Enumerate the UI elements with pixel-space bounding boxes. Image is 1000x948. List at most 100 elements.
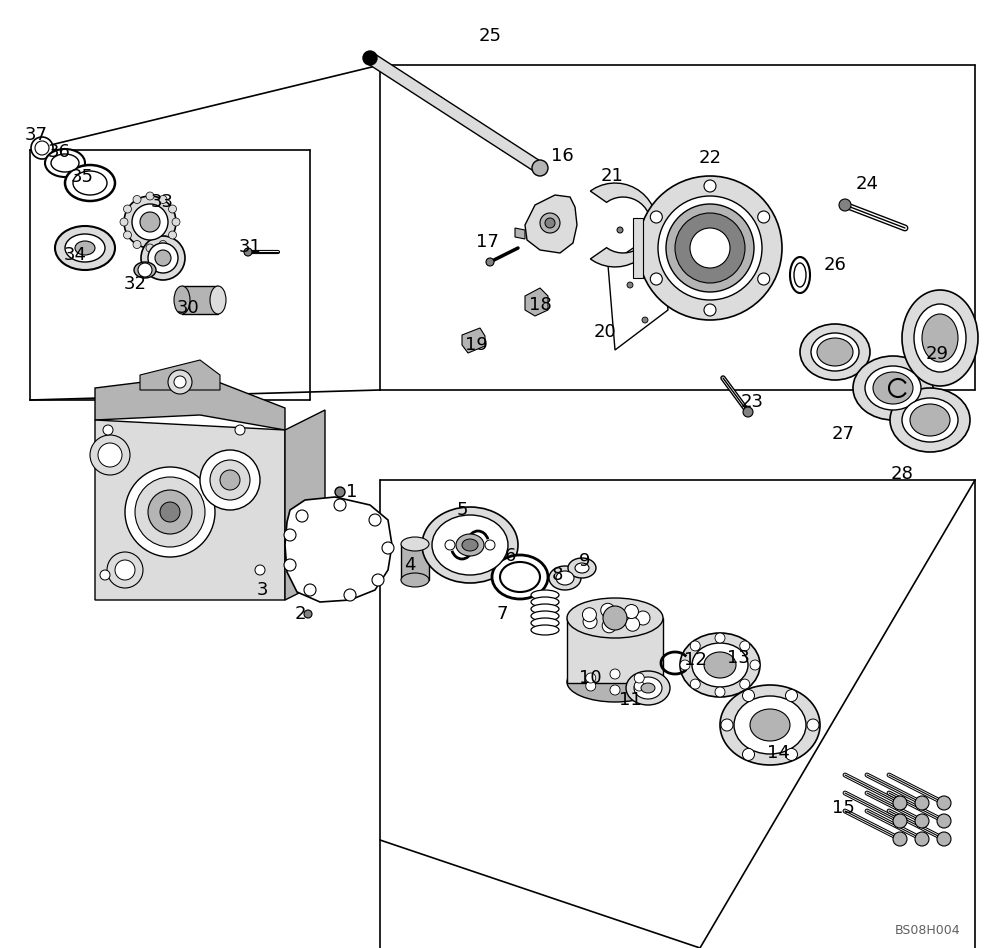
Text: 4: 4 bbox=[404, 556, 416, 574]
Circle shape bbox=[704, 180, 716, 192]
Text: 12: 12 bbox=[684, 651, 706, 669]
Circle shape bbox=[807, 719, 819, 731]
Circle shape bbox=[937, 796, 951, 810]
Ellipse shape bbox=[811, 333, 859, 371]
Circle shape bbox=[937, 814, 951, 828]
Text: 18: 18 bbox=[529, 296, 551, 314]
Circle shape bbox=[115, 560, 135, 580]
Ellipse shape bbox=[692, 643, 748, 687]
Text: 30: 30 bbox=[177, 299, 199, 317]
Circle shape bbox=[634, 681, 644, 691]
Circle shape bbox=[715, 633, 725, 643]
Ellipse shape bbox=[45, 149, 85, 177]
Circle shape bbox=[210, 460, 250, 500]
Circle shape bbox=[893, 814, 907, 828]
Text: 16: 16 bbox=[551, 147, 573, 165]
Text: 33: 33 bbox=[150, 193, 174, 211]
Text: 13: 13 bbox=[727, 649, 749, 667]
Circle shape bbox=[148, 490, 192, 534]
Ellipse shape bbox=[902, 290, 978, 386]
Text: 6: 6 bbox=[504, 547, 516, 565]
Circle shape bbox=[159, 241, 167, 248]
Circle shape bbox=[146, 192, 154, 200]
Text: 25: 25 bbox=[479, 27, 502, 45]
Circle shape bbox=[650, 211, 662, 223]
Circle shape bbox=[255, 565, 265, 575]
Polygon shape bbox=[515, 228, 525, 239]
Polygon shape bbox=[367, 53, 543, 173]
Circle shape bbox=[35, 141, 49, 155]
Circle shape bbox=[304, 610, 312, 618]
Ellipse shape bbox=[532, 160, 548, 176]
Ellipse shape bbox=[549, 566, 581, 590]
Circle shape bbox=[304, 584, 316, 596]
Ellipse shape bbox=[210, 286, 226, 314]
Circle shape bbox=[603, 606, 627, 630]
Circle shape bbox=[610, 685, 620, 695]
Bar bbox=[401, 544, 429, 580]
Circle shape bbox=[650, 273, 662, 285]
Ellipse shape bbox=[890, 388, 970, 452]
Circle shape bbox=[140, 212, 160, 232]
Ellipse shape bbox=[500, 562, 540, 592]
Circle shape bbox=[704, 304, 716, 316]
Ellipse shape bbox=[422, 507, 518, 583]
Text: 31: 31 bbox=[239, 238, 261, 256]
Text: 29: 29 bbox=[926, 345, 948, 363]
Text: 23: 23 bbox=[740, 393, 764, 411]
Circle shape bbox=[169, 205, 177, 213]
Circle shape bbox=[636, 611, 650, 625]
Circle shape bbox=[586, 681, 596, 691]
Circle shape bbox=[740, 679, 750, 689]
Ellipse shape bbox=[626, 671, 670, 705]
Ellipse shape bbox=[704, 652, 736, 678]
Circle shape bbox=[31, 137, 53, 159]
Ellipse shape bbox=[680, 633, 760, 697]
Ellipse shape bbox=[462, 539, 478, 551]
Circle shape bbox=[132, 204, 168, 240]
Text: 9: 9 bbox=[579, 552, 591, 570]
Ellipse shape bbox=[720, 685, 820, 765]
Text: 21: 21 bbox=[601, 167, 623, 185]
Text: 34: 34 bbox=[64, 246, 87, 264]
Polygon shape bbox=[525, 288, 548, 316]
Bar bbox=[567, 618, 663, 683]
Text: 37: 37 bbox=[24, 126, 48, 144]
Ellipse shape bbox=[556, 571, 574, 585]
Circle shape bbox=[658, 196, 762, 300]
Ellipse shape bbox=[531, 604, 559, 614]
Ellipse shape bbox=[174, 286, 190, 314]
Circle shape bbox=[893, 796, 907, 810]
Circle shape bbox=[200, 450, 260, 510]
Ellipse shape bbox=[65, 165, 115, 201]
Text: 27: 27 bbox=[832, 425, 854, 443]
Circle shape bbox=[172, 218, 180, 226]
Ellipse shape bbox=[75, 241, 95, 255]
Circle shape bbox=[545, 218, 555, 228]
Circle shape bbox=[335, 487, 345, 497]
Circle shape bbox=[721, 719, 733, 731]
Ellipse shape bbox=[902, 398, 958, 442]
Ellipse shape bbox=[134, 262, 156, 278]
Ellipse shape bbox=[734, 696, 806, 754]
Circle shape bbox=[540, 213, 560, 233]
Ellipse shape bbox=[73, 171, 107, 195]
Ellipse shape bbox=[790, 257, 810, 293]
Circle shape bbox=[486, 258, 494, 266]
Circle shape bbox=[786, 748, 798, 760]
Ellipse shape bbox=[817, 338, 853, 366]
Polygon shape bbox=[285, 410, 325, 600]
Ellipse shape bbox=[567, 598, 663, 638]
Circle shape bbox=[485, 540, 495, 550]
Circle shape bbox=[169, 231, 177, 239]
Circle shape bbox=[168, 370, 192, 394]
Text: 32: 32 bbox=[124, 275, 146, 293]
Text: 26: 26 bbox=[824, 256, 846, 274]
Circle shape bbox=[742, 748, 755, 760]
Circle shape bbox=[642, 317, 648, 323]
Circle shape bbox=[148, 243, 178, 273]
Ellipse shape bbox=[865, 366, 921, 410]
Text: 35: 35 bbox=[70, 168, 94, 186]
Text: 1: 1 bbox=[346, 483, 358, 501]
Circle shape bbox=[680, 660, 690, 670]
